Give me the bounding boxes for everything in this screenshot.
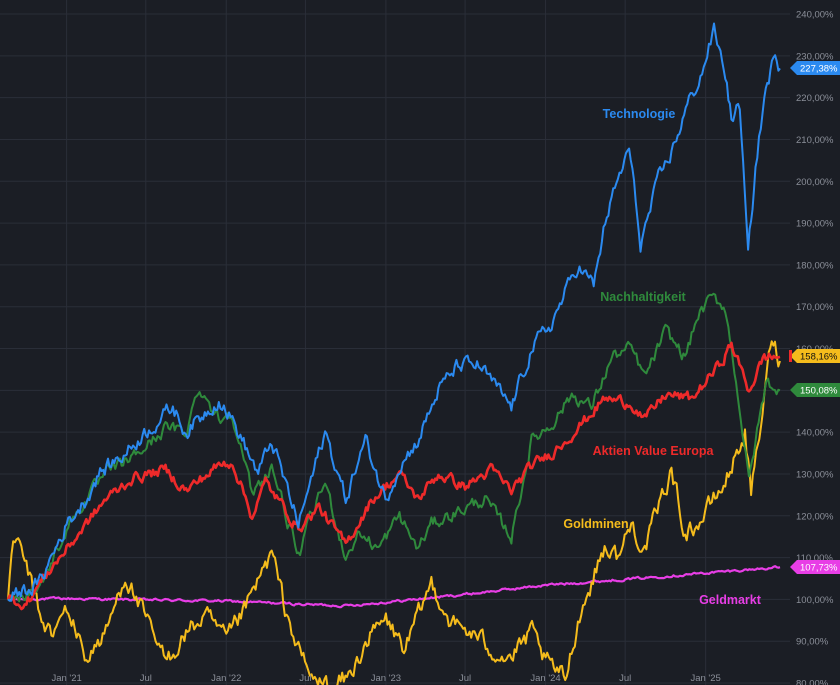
y-tick-label: 230,00% — [796, 51, 834, 62]
y-tick-label: 120,00% — [796, 511, 834, 522]
y-tick-label: 200,00% — [796, 177, 834, 188]
series-label: Geldmarkt — [699, 593, 762, 607]
x-tick-label: Jul — [299, 673, 311, 684]
y-tick-label: 220,00% — [796, 93, 834, 104]
y-tick-label: 180,00% — [796, 260, 834, 271]
price-badge: 150,08% — [790, 383, 840, 397]
series-labels: Technologie Nachhaltigkeit Aktien Value Eu… — [563, 107, 761, 607]
x-tick-label: Jul — [140, 673, 152, 684]
series-label: Technologie — [603, 107, 676, 121]
x-tick-label: Jan '23 — [371, 673, 401, 684]
price-badge-text: 107,73% — [800, 563, 838, 574]
series-line-goldminen — [7, 340, 781, 685]
x-tick-label: Jan '24 — [530, 673, 560, 684]
x-tick-label: Jul — [459, 673, 471, 684]
y-tick-label: 190,00% — [796, 219, 834, 230]
y-tick-label: 240,00% — [796, 10, 834, 21]
price-badge: 227,38% — [790, 61, 840, 75]
price-badge-text: 227,38% — [800, 64, 838, 75]
series-line-nachhaltigkeit — [7, 292, 781, 603]
y-tick-label: 90,00% — [796, 637, 829, 648]
series-line-technologie — [7, 22, 781, 602]
y-tick-label: 170,00% — [796, 302, 834, 313]
series-end-marker — [789, 350, 792, 362]
price-badge: 158,16% — [790, 349, 840, 363]
price-badges: 227,38% 158,16% 150,08% 107,73% — [789, 61, 840, 574]
price-badge-text: 150,08% — [800, 386, 838, 397]
x-tick-label: Jul — [619, 673, 631, 684]
y-tick-label: 100,00% — [796, 595, 834, 606]
y-tick-label: 140,00% — [796, 428, 834, 439]
series-label: Nachhaltigkeit — [600, 290, 686, 304]
y-tick-label: 210,00% — [796, 135, 834, 146]
series-label: Goldminen — [563, 517, 628, 531]
series-label: Aktien Value Europa — [593, 444, 715, 458]
x-tick-label: Jan '22 — [211, 673, 241, 684]
y-tick-label: 130,00% — [796, 469, 834, 480]
axes: 80,00% 90,00% 100,00% 110,00% 120,00% 130,00%… — [51, 10, 834, 685]
y-tick-label: 80,00% — [796, 679, 829, 685]
price-badge-text: 158,16% — [800, 352, 838, 363]
series-lines — [6, 22, 781, 685]
x-tick-label: Jan '25 — [690, 673, 720, 684]
x-tick-label: Jan '21 — [51, 673, 81, 684]
price-badge: 107,73% — [790, 560, 840, 574]
y-tick-label: 110,00% — [796, 553, 833, 564]
grid — [0, 0, 790, 685]
series-line-aktien-value-europa — [6, 341, 781, 611]
